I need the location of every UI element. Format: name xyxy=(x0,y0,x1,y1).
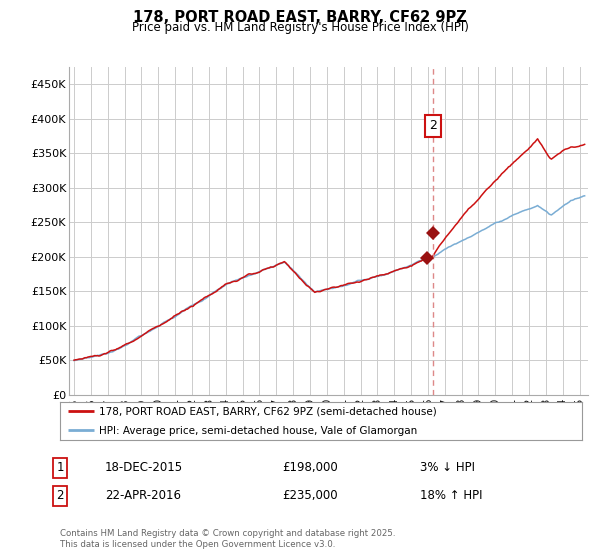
Text: 1: 1 xyxy=(56,461,64,474)
Text: Contains HM Land Registry data © Crown copyright and database right 2025.
This d: Contains HM Land Registry data © Crown c… xyxy=(60,529,395,549)
Text: £198,000: £198,000 xyxy=(282,461,338,474)
Text: 18% ↑ HPI: 18% ↑ HPI xyxy=(420,489,482,502)
Text: 178, PORT ROAD EAST, BARRY, CF62 9PZ: 178, PORT ROAD EAST, BARRY, CF62 9PZ xyxy=(133,10,467,25)
Text: 2: 2 xyxy=(429,119,437,132)
Text: 178, PORT ROAD EAST, BARRY, CF62 9PZ (semi-detached house): 178, PORT ROAD EAST, BARRY, CF62 9PZ (se… xyxy=(99,407,437,417)
Text: 18-DEC-2015: 18-DEC-2015 xyxy=(105,461,183,474)
Text: 3% ↓ HPI: 3% ↓ HPI xyxy=(420,461,475,474)
Text: Price paid vs. HM Land Registry's House Price Index (HPI): Price paid vs. HM Land Registry's House … xyxy=(131,21,469,34)
Text: HPI: Average price, semi-detached house, Vale of Glamorgan: HPI: Average price, semi-detached house,… xyxy=(99,426,418,436)
Text: £235,000: £235,000 xyxy=(282,489,338,502)
Text: 2: 2 xyxy=(56,489,64,502)
Text: 22-APR-2016: 22-APR-2016 xyxy=(105,489,181,502)
